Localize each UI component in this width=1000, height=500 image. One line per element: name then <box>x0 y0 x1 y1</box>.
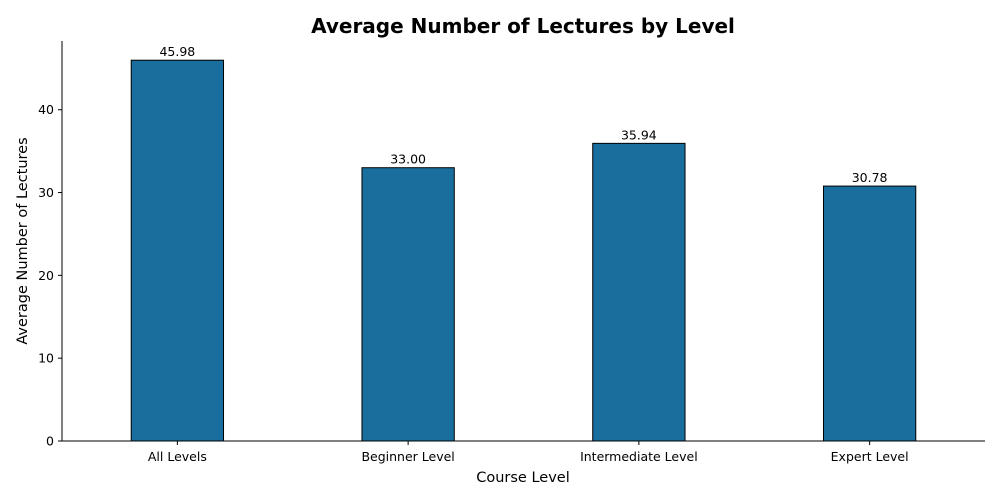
data-label-1: 33.00 <box>390 152 426 167</box>
chart-title: Average Number of Lectures by Level <box>311 14 735 38</box>
bar-2 <box>592 142 686 442</box>
y-tick-label-3: 30 <box>38 185 54 200</box>
x-tick-label-2: Intermediate Level <box>580 449 698 464</box>
x-axis-label: Course Level <box>476 470 570 486</box>
y-tick-label-1: 10 <box>38 351 54 366</box>
y-axis-label: Average Number of Lectures <box>15 137 31 344</box>
x-tick-label-1: Beginner Level <box>361 449 454 464</box>
bar-3 <box>822 185 917 442</box>
bar-1 <box>361 167 455 442</box>
y-tick-label-2: 20 <box>38 268 54 283</box>
x-tick-label-3: Expert Level <box>831 449 909 464</box>
data-label-2: 35.94 <box>621 127 657 142</box>
data-label-0: 45.98 <box>159 44 195 59</box>
x-tick-label-0: All Levels <box>148 449 207 464</box>
y-tick-label-4: 40 <box>38 102 54 117</box>
data-label-3: 30.78 <box>852 170 888 185</box>
y-tick-label-0: 0 <box>46 434 54 449</box>
bar-0 <box>130 59 225 442</box>
plot-area: 45.98 All Levels 33.00 Beginner Level 35.94 I… <box>38 41 985 464</box>
